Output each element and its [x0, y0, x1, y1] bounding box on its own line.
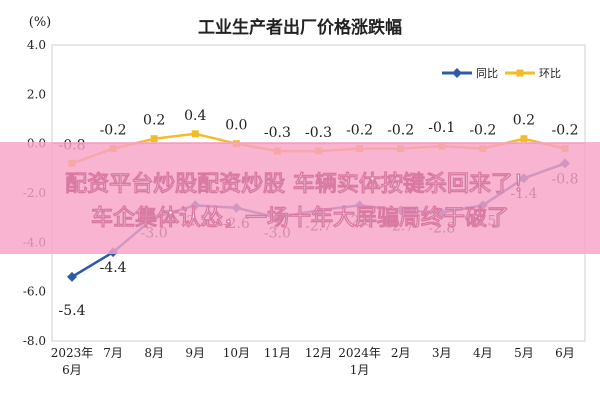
data-label: 0.0: [225, 118, 247, 134]
legend-marker: [452, 68, 462, 78]
y-tick-label: -8.0: [23, 334, 46, 348]
y-tick-label: -6.0: [23, 285, 46, 299]
x-tick-label: 2023年: [51, 346, 94, 360]
banner-line-1: 配资平台炒股配资炒股 车辆实体按键杀回来了！: [65, 171, 535, 197]
data-label: -0.3: [305, 125, 332, 141]
data-point: [150, 135, 158, 143]
data-label: 0.4: [184, 108, 206, 124]
x-tick-label: 2024年: [338, 346, 381, 360]
data-label: -0.2: [387, 123, 414, 139]
x-axis-ticks: 2023年 6月 7月 8月 9月 10月 11月 12月 2024年 1月 2月 3月 4月 5月 6月: [51, 346, 575, 377]
y-axis-ticks: 4.02.00.0-2.0-4.0-6.0-8.0: [23, 38, 46, 348]
banner-line-2: 车企集体认怂，一场十年大屏骗局终于破了: [91, 205, 509, 231]
data-label: 0.2: [513, 113, 535, 129]
data-label: -0.1: [428, 120, 455, 136]
x-tick-label: 3月: [432, 346, 452, 360]
x-tick-label: 4月: [473, 346, 493, 360]
x-tick-label: 1月: [350, 363, 370, 377]
x-tick-label: 8月: [144, 346, 164, 360]
legend: 同比 环比: [442, 67, 561, 80]
legend-marker: [516, 69, 524, 77]
x-tick-label: 6月: [555, 346, 575, 360]
data-label: -4.4: [100, 260, 127, 276]
x-tick-label: 12月: [305, 346, 332, 360]
data-label: -0.2: [552, 123, 579, 139]
y-tick-label: 2.0: [27, 87, 46, 101]
data-label: -0.3: [264, 125, 291, 141]
x-tick-label: 11月: [264, 346, 291, 360]
data-label: -0.2: [346, 123, 373, 139]
data-point: [191, 130, 199, 138]
data-label: -0.2: [469, 123, 496, 139]
x-tick-label: 9月: [185, 346, 205, 360]
chart-title: 工业生产者出厂价格涨跌幅: [198, 17, 402, 38]
x-tick-label: 5月: [514, 346, 534, 360]
x-tick-label: 2月: [391, 346, 411, 360]
y-axis-unit: (%): [29, 15, 52, 30]
legend-label: 环比: [539, 67, 561, 80]
legend-label: 同比: [476, 67, 498, 80]
x-tick-label: 6月: [62, 363, 82, 377]
y-tick-label: 4.0: [27, 38, 46, 52]
data-point: [520, 135, 528, 143]
x-tick-label: 10月: [223, 346, 250, 360]
data-label: -5.4: [59, 303, 86, 319]
overlay-banner: [0, 142, 600, 254]
x-tick-label: 7月: [103, 346, 123, 360]
data-label: 0.2: [143, 113, 165, 129]
data-label: -0.2: [100, 123, 127, 139]
